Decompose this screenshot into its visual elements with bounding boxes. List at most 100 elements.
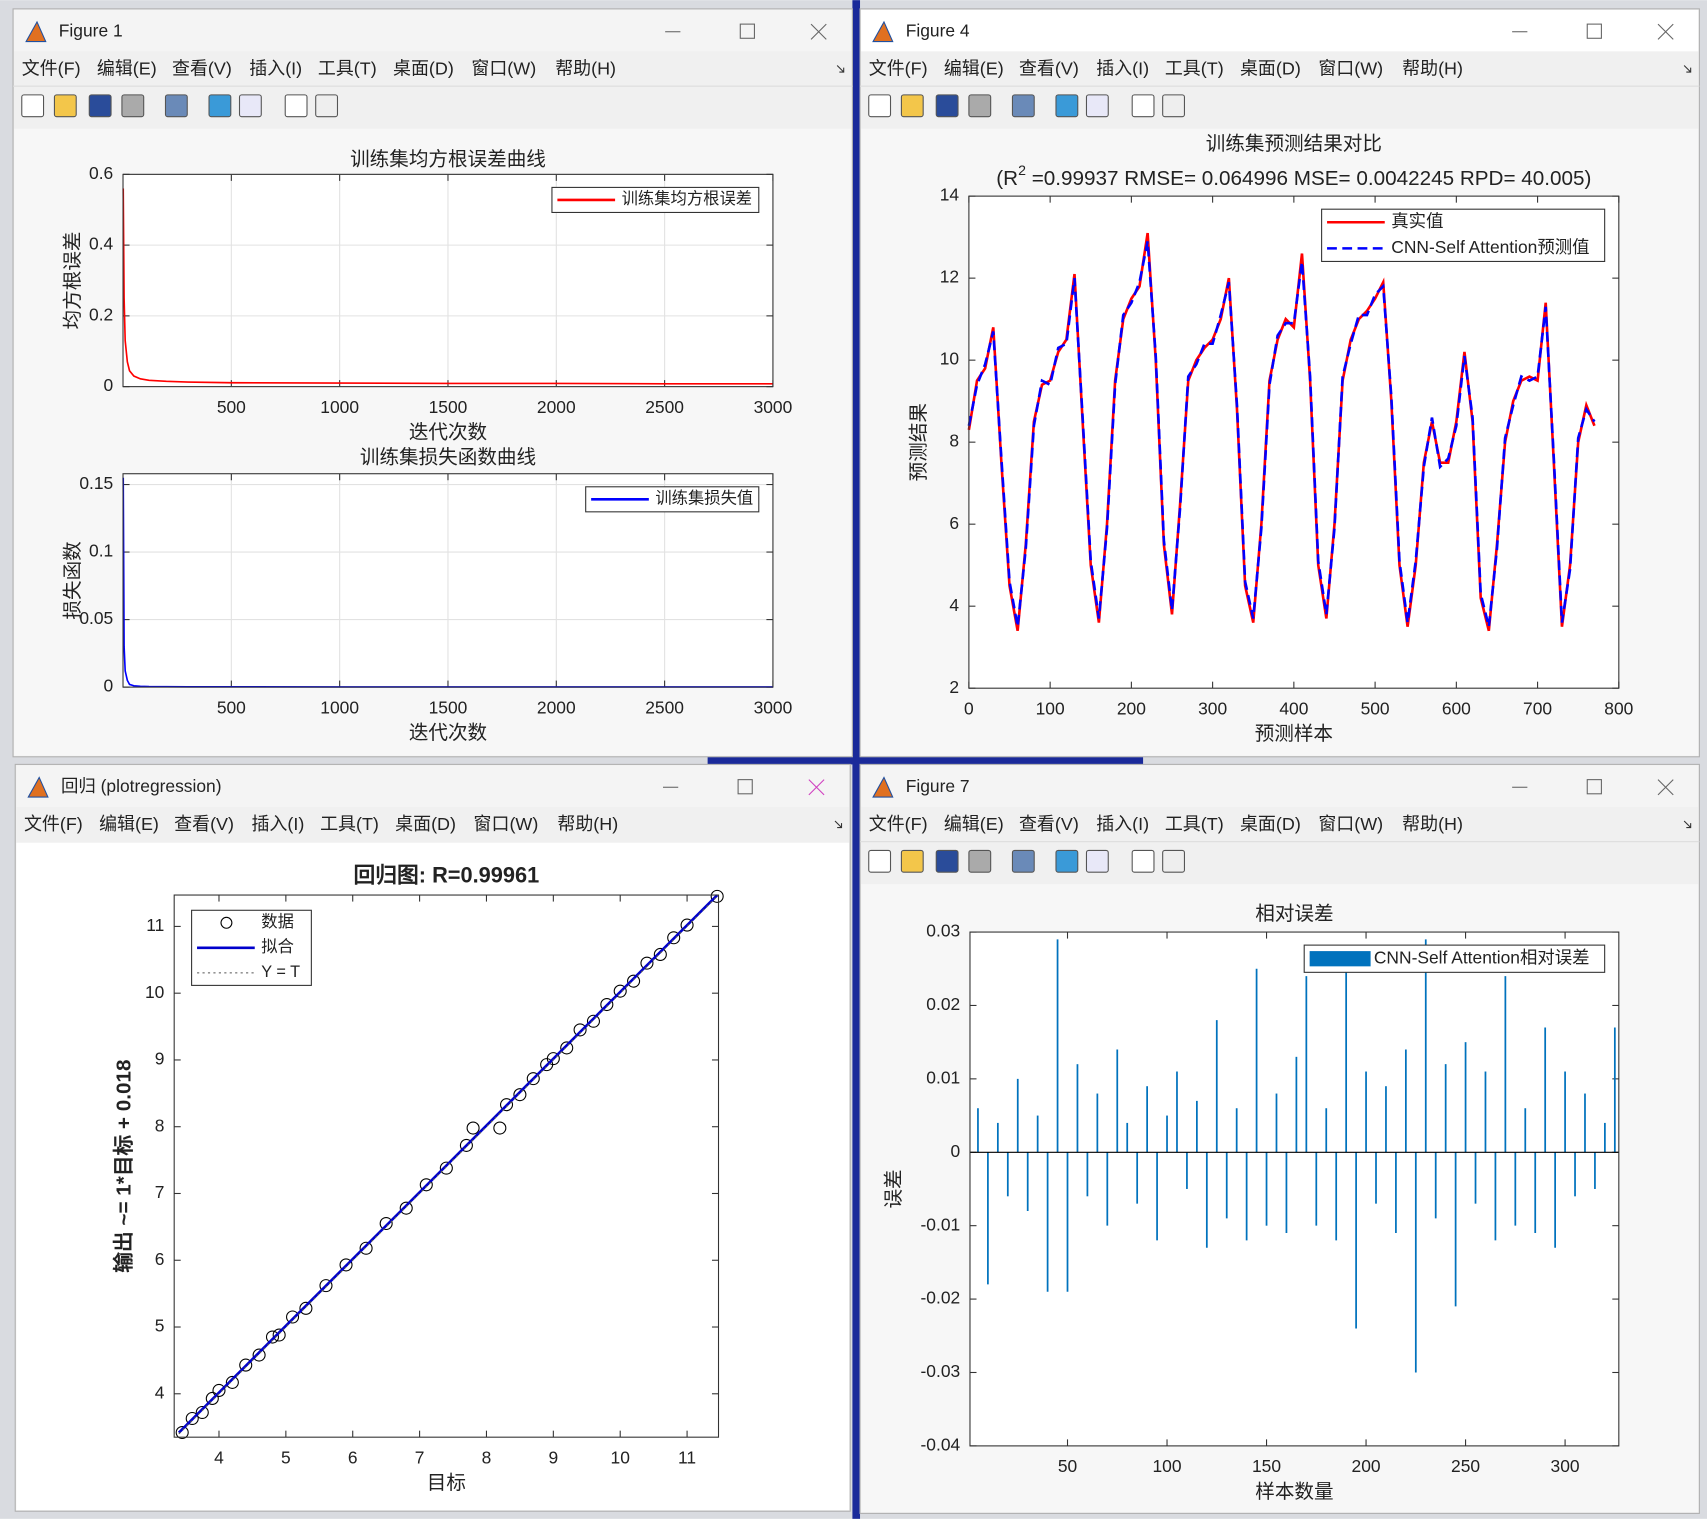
x-tick-label: 3000 — [754, 397, 793, 417]
toolbar-button[interactable] — [968, 849, 992, 873]
close-button[interactable] — [1657, 23, 1674, 40]
x-tick-label: 4 — [214, 1448, 224, 1468]
x-tick-label: 250 — [1451, 1456, 1480, 1476]
data-point — [212, 1383, 226, 1397]
toolbar-button[interactable] — [868, 849, 892, 873]
menu-item[interactable]: 插入(I) — [1096, 814, 1149, 834]
menu-item[interactable]: 窗口(W) — [1318, 59, 1383, 79]
menu-item[interactable]: 窗口(W) — [474, 814, 539, 834]
toolbar-button[interactable] — [1085, 94, 1109, 118]
toolbar-button[interactable] — [1055, 94, 1079, 118]
toolbar-button[interactable] — [935, 849, 959, 873]
menu-arrow — [836, 65, 845, 73]
menu-item[interactable]: 查看(V) — [1019, 814, 1079, 834]
chart-title: 训练集预测结果对比 — [1206, 133, 1382, 155]
y-axis-label: 损失函数 — [62, 541, 84, 620]
chart-title: 训练集损失函数曲线 — [360, 447, 536, 469]
menu-item[interactable]: 桌面(D) — [1240, 814, 1301, 834]
toolbar-button[interactable] — [900, 94, 924, 118]
subtitle-superscript: 2 — [1018, 162, 1026, 178]
menu-item[interactable]: 编辑(E) — [944, 814, 1004, 834]
data-point — [175, 1425, 189, 1440]
menu-item[interactable]: 桌面(D) — [393, 59, 454, 79]
menu-item[interactable]: 查看(V) — [1019, 59, 1079, 79]
toolbar-button[interactable] — [238, 94, 262, 118]
menu-item[interactable]: 查看(V) — [172, 59, 232, 79]
menu-item[interactable]: 文件(F) — [24, 814, 83, 834]
x-tick-label: 1000 — [320, 697, 359, 717]
y-tick-label: -0.01 — [920, 1214, 960, 1234]
title-bar — [861, 9, 1699, 52]
maximize-button[interactable] — [737, 779, 753, 795]
maximize-button[interactable] — [1586, 23, 1602, 39]
menu-item[interactable]: 插入(I) — [251, 814, 304, 834]
menu-item[interactable]: 帮助(H) — [1402, 814, 1463, 834]
menu-item[interactable]: 文件(F) — [22, 59, 81, 79]
toolbar-button[interactable] — [1085, 849, 1109, 873]
y-tick-label: 2 — [949, 677, 959, 697]
toolbar-button[interactable] — [121, 94, 145, 118]
x-tick-label: 300 — [1198, 699, 1227, 719]
menu-item[interactable]: 编辑(E) — [944, 59, 1004, 79]
legend-label: 训练集均方根误差 — [622, 190, 753, 208]
toolbar-button[interactable] — [1162, 94, 1185, 118]
x-tick-label: 7 — [415, 1448, 425, 1468]
toolbar-button[interactable] — [1162, 849, 1185, 873]
menu-item[interactable]: 工具(T) — [1165, 59, 1224, 79]
menu-item[interactable]: 窗口(W) — [1318, 814, 1383, 834]
toolbar-button[interactable] — [935, 94, 959, 118]
y-tick-label: 0.01 — [926, 1067, 960, 1087]
menu-item[interactable]: 工具(T) — [1165, 814, 1224, 834]
y-axis-label: 输出 ~= 1*目标 + 0.018 — [112, 1060, 136, 1273]
toolbar-button[interactable] — [968, 94, 992, 118]
menu-item[interactable]: 帮助(H) — [555, 59, 616, 79]
menu-item[interactable]: 工具(T) — [320, 814, 379, 834]
x-tick-label: 800 — [1604, 699, 1633, 719]
toolbar-button[interactable] — [208, 94, 232, 118]
toolbar-button[interactable] — [315, 94, 339, 118]
menu-item[interactable]: 工具(T) — [318, 59, 377, 79]
toolbar-button[interactable] — [1011, 94, 1035, 118]
x-tick-label: 5 — [281, 1448, 291, 1468]
toolbar-button[interactable] — [88, 94, 112, 118]
x-tick-label: 6 — [348, 1448, 358, 1468]
menu-item[interactable]: 帮助(H) — [1402, 59, 1463, 79]
data-point — [299, 1301, 313, 1315]
data-point — [653, 947, 667, 961]
y-tick-label: -0.02 — [920, 1288, 960, 1308]
toolbar-button[interactable] — [1011, 849, 1035, 873]
toolbar-button[interactable] — [284, 94, 308, 118]
maximize-button[interactable] — [1586, 779, 1602, 795]
menu-item[interactable]: 窗口(W) — [471, 59, 536, 79]
menu-item[interactable]: 插入(I) — [249, 59, 302, 79]
toolbar-button[interactable] — [53, 94, 77, 118]
y-tick-label: 0.05 — [79, 608, 113, 628]
menu-item[interactable]: 文件(F) — [869, 814, 928, 834]
legend-label: 数据 — [261, 913, 294, 931]
menu-item[interactable]: 编辑(E) — [99, 814, 159, 834]
menu-item[interactable]: 帮助(H) — [557, 814, 618, 834]
close-button[interactable] — [810, 23, 827, 40]
toolbar-button[interactable] — [900, 849, 924, 873]
maximize-button[interactable] — [739, 23, 755, 39]
toolbar-button[interactable] — [164, 94, 188, 118]
x-tick-label: 11 — [678, 1448, 696, 1468]
menu-item[interactable]: 插入(I) — [1096, 59, 1149, 79]
close-button[interactable] — [808, 779, 825, 796]
data-point — [439, 1161, 453, 1175]
y-tick-label: 0 — [104, 676, 114, 696]
toolbar-button[interactable] — [1131, 849, 1155, 873]
menu-item[interactable]: 文件(F) — [869, 59, 928, 79]
toolbar-button[interactable] — [21, 94, 45, 118]
menu-item[interactable]: 桌面(D) — [395, 814, 456, 834]
menu-item[interactable]: 查看(V) — [174, 814, 234, 834]
data-point — [205, 1391, 219, 1405]
x-axis-label: 迭代次数 — [409, 722, 488, 744]
toolbar-button[interactable] — [1055, 849, 1079, 873]
menu-item[interactable]: 编辑(E) — [97, 59, 157, 79]
toolbar-button[interactable] — [868, 94, 892, 118]
close-button[interactable] — [1657, 779, 1674, 796]
menu-item[interactable]: 桌面(D) — [1240, 59, 1301, 79]
toolbar-button[interactable] — [1131, 94, 1155, 118]
